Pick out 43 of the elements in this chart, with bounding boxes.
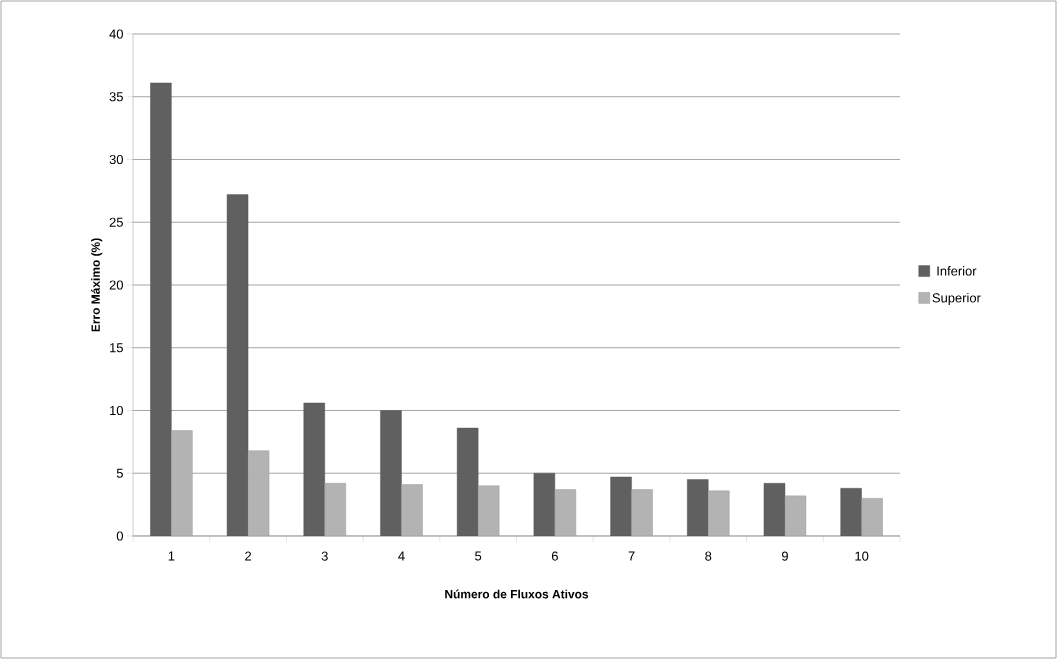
x-tick-label: 4 xyxy=(398,551,405,561)
bar xyxy=(610,476,632,536)
bar xyxy=(784,495,807,536)
x-tick-label: 8 xyxy=(705,551,712,561)
bar xyxy=(687,479,709,536)
bar xyxy=(840,488,862,536)
y-tick-label: 35 xyxy=(109,92,123,102)
y-tick-label: 30 xyxy=(109,154,123,165)
bar xyxy=(303,402,325,536)
bar xyxy=(456,427,479,536)
bar xyxy=(171,430,193,536)
x-tick-label: 1 xyxy=(168,551,175,561)
bar xyxy=(533,473,556,536)
x-tick-label: 5 xyxy=(475,551,482,561)
bar xyxy=(477,485,500,536)
y-tick-label: 5 xyxy=(116,468,123,478)
bar xyxy=(763,483,786,536)
bar xyxy=(150,82,172,536)
bar xyxy=(554,489,577,536)
x-tick-label: 7 xyxy=(628,551,635,561)
bar xyxy=(861,498,883,536)
bar xyxy=(631,489,653,536)
bar xyxy=(324,483,346,536)
y-tick-label: 25 xyxy=(109,217,123,227)
x-tick-label: 9 xyxy=(781,551,788,561)
y-axis-title: Erro Máximo (%) xyxy=(91,238,103,332)
bar xyxy=(380,410,402,536)
legend-label: Superior xyxy=(932,292,981,306)
x-tick-label: 2 xyxy=(245,551,252,561)
x-axis-title: Número de Fluxos Ativos xyxy=(445,589,589,599)
y-tick-label: 15 xyxy=(110,343,123,353)
y-tick-label: 20 xyxy=(109,280,123,290)
bar xyxy=(708,490,730,536)
legend-label: Inferior xyxy=(937,266,977,276)
y-tick-label: 0 xyxy=(116,531,123,541)
y-tick-label: 10 xyxy=(110,405,123,416)
bar xyxy=(401,484,423,536)
x-tick-label: 10 xyxy=(855,551,869,561)
y-tick-label: 40 xyxy=(109,29,123,39)
bar xyxy=(247,450,270,536)
bar xyxy=(226,194,249,536)
x-tick-label: 6 xyxy=(551,551,558,561)
x-tick-label: 3 xyxy=(321,551,328,561)
